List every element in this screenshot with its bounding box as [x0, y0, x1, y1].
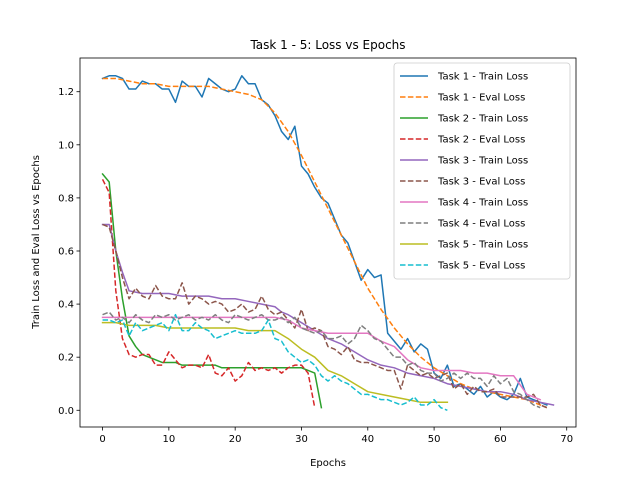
x-axis-label: Epochs [310, 458, 346, 469]
axes-frame [79, 57, 577, 428]
x-axis: 0 10 20 30 40 50 60 70 [99, 427, 573, 445]
series-line-8 [102, 311, 541, 409]
series-line-7 [101, 316, 542, 401]
y-tick-label: 0.0 [58, 406, 74, 417]
x-tick-label: 70 [560, 434, 573, 445]
y-axis: 0.0 0.2 0.4 0.6 0.8 1.0 1.2 [58, 87, 80, 417]
legend-items: Task 1 - Train Loss Task 1 - Eval Loss Tas… [400, 72, 528, 272]
legend-label: Task 2 - Train Loss [437, 114, 528, 125]
legend-label: Task 3 - Train Loss [437, 156, 528, 167]
x-tick-label: 40 [361, 434, 374, 445]
series-group [101, 75, 555, 411]
y-tick-label: 0.2 [58, 353, 74, 364]
y-tick-label: 1.0 [58, 140, 74, 151]
legend: Task 1 - Train Loss Task 1 - Eval Loss Tas… [393, 62, 571, 280]
legend-label: Task 5 - Train Loss [437, 240, 528, 251]
legend-label: Task 2 - Eval Loss [437, 135, 525, 146]
chart-title: Task 1 - 5: Loss vs Epochs [249, 38, 405, 52]
x-tick-label: 30 [295, 434, 308, 445]
legend-label: Task 5 - Eval Loss [437, 261, 525, 272]
x-tick-label: 60 [494, 434, 507, 445]
legend-label: Task 4 - Eval Loss [437, 219, 525, 230]
y-tick-label: 0.6 [58, 246, 74, 257]
legend-label: Task 1 - Train Loss [437, 72, 528, 83]
y-tick-label: 1.2 [58, 87, 74, 98]
series-line-9 [101, 321, 449, 404]
legend-label: Task 4 - Train Loss [437, 198, 528, 209]
x-tick-label: 50 [428, 434, 441, 445]
x-tick-label: 10 [162, 434, 175, 445]
legend-box [393, 62, 571, 280]
series-line-6 [102, 223, 548, 409]
legend-label: Task 3 - Eval Loss [437, 177, 525, 188]
x-tick-label: 0 [99, 434, 105, 445]
legend-label: Task 1 - Eval Loss [437, 93, 525, 104]
y-tick-label: 0.4 [58, 300, 74, 311]
y-axis-label: Train Loss and Eval Loss vs Epochs [31, 155, 42, 330]
x-tick-label: 20 [229, 434, 242, 445]
series-line-4 [101, 178, 316, 408]
y-tick-label: 0.8 [58, 193, 74, 204]
series-line-10 [102, 313, 448, 411]
